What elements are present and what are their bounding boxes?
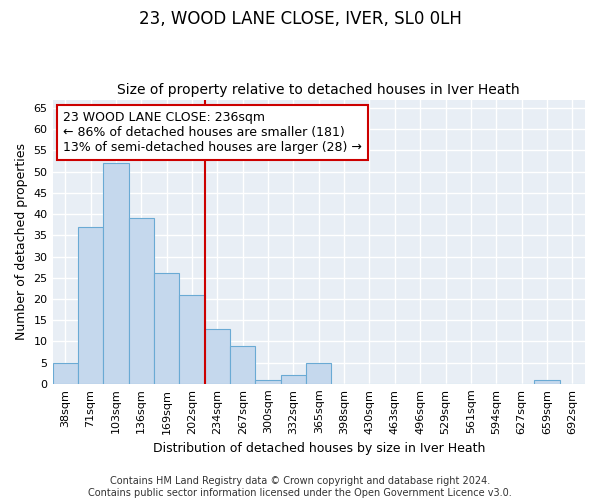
Bar bbox=[154, 274, 179, 384]
X-axis label: Distribution of detached houses by size in Iver Heath: Distribution of detached houses by size … bbox=[152, 442, 485, 455]
Y-axis label: Number of detached properties: Number of detached properties bbox=[15, 143, 28, 340]
Bar bbox=[534, 380, 560, 384]
Bar bbox=[103, 163, 128, 384]
Bar bbox=[306, 362, 331, 384]
Bar bbox=[230, 346, 256, 384]
Text: 23 WOOD LANE CLOSE: 236sqm
← 86% of detached houses are smaller (181)
13% of sem: 23 WOOD LANE CLOSE: 236sqm ← 86% of deta… bbox=[63, 111, 362, 154]
Bar bbox=[53, 362, 78, 384]
Bar bbox=[179, 294, 205, 384]
Bar bbox=[256, 380, 281, 384]
Title: Size of property relative to detached houses in Iver Heath: Size of property relative to detached ho… bbox=[118, 83, 520, 97]
Text: Contains HM Land Registry data © Crown copyright and database right 2024.
Contai: Contains HM Land Registry data © Crown c… bbox=[88, 476, 512, 498]
Text: 23, WOOD LANE CLOSE, IVER, SL0 0LH: 23, WOOD LANE CLOSE, IVER, SL0 0LH bbox=[139, 10, 461, 28]
Bar bbox=[205, 328, 230, 384]
Bar bbox=[128, 218, 154, 384]
Bar bbox=[78, 227, 103, 384]
Bar bbox=[281, 376, 306, 384]
